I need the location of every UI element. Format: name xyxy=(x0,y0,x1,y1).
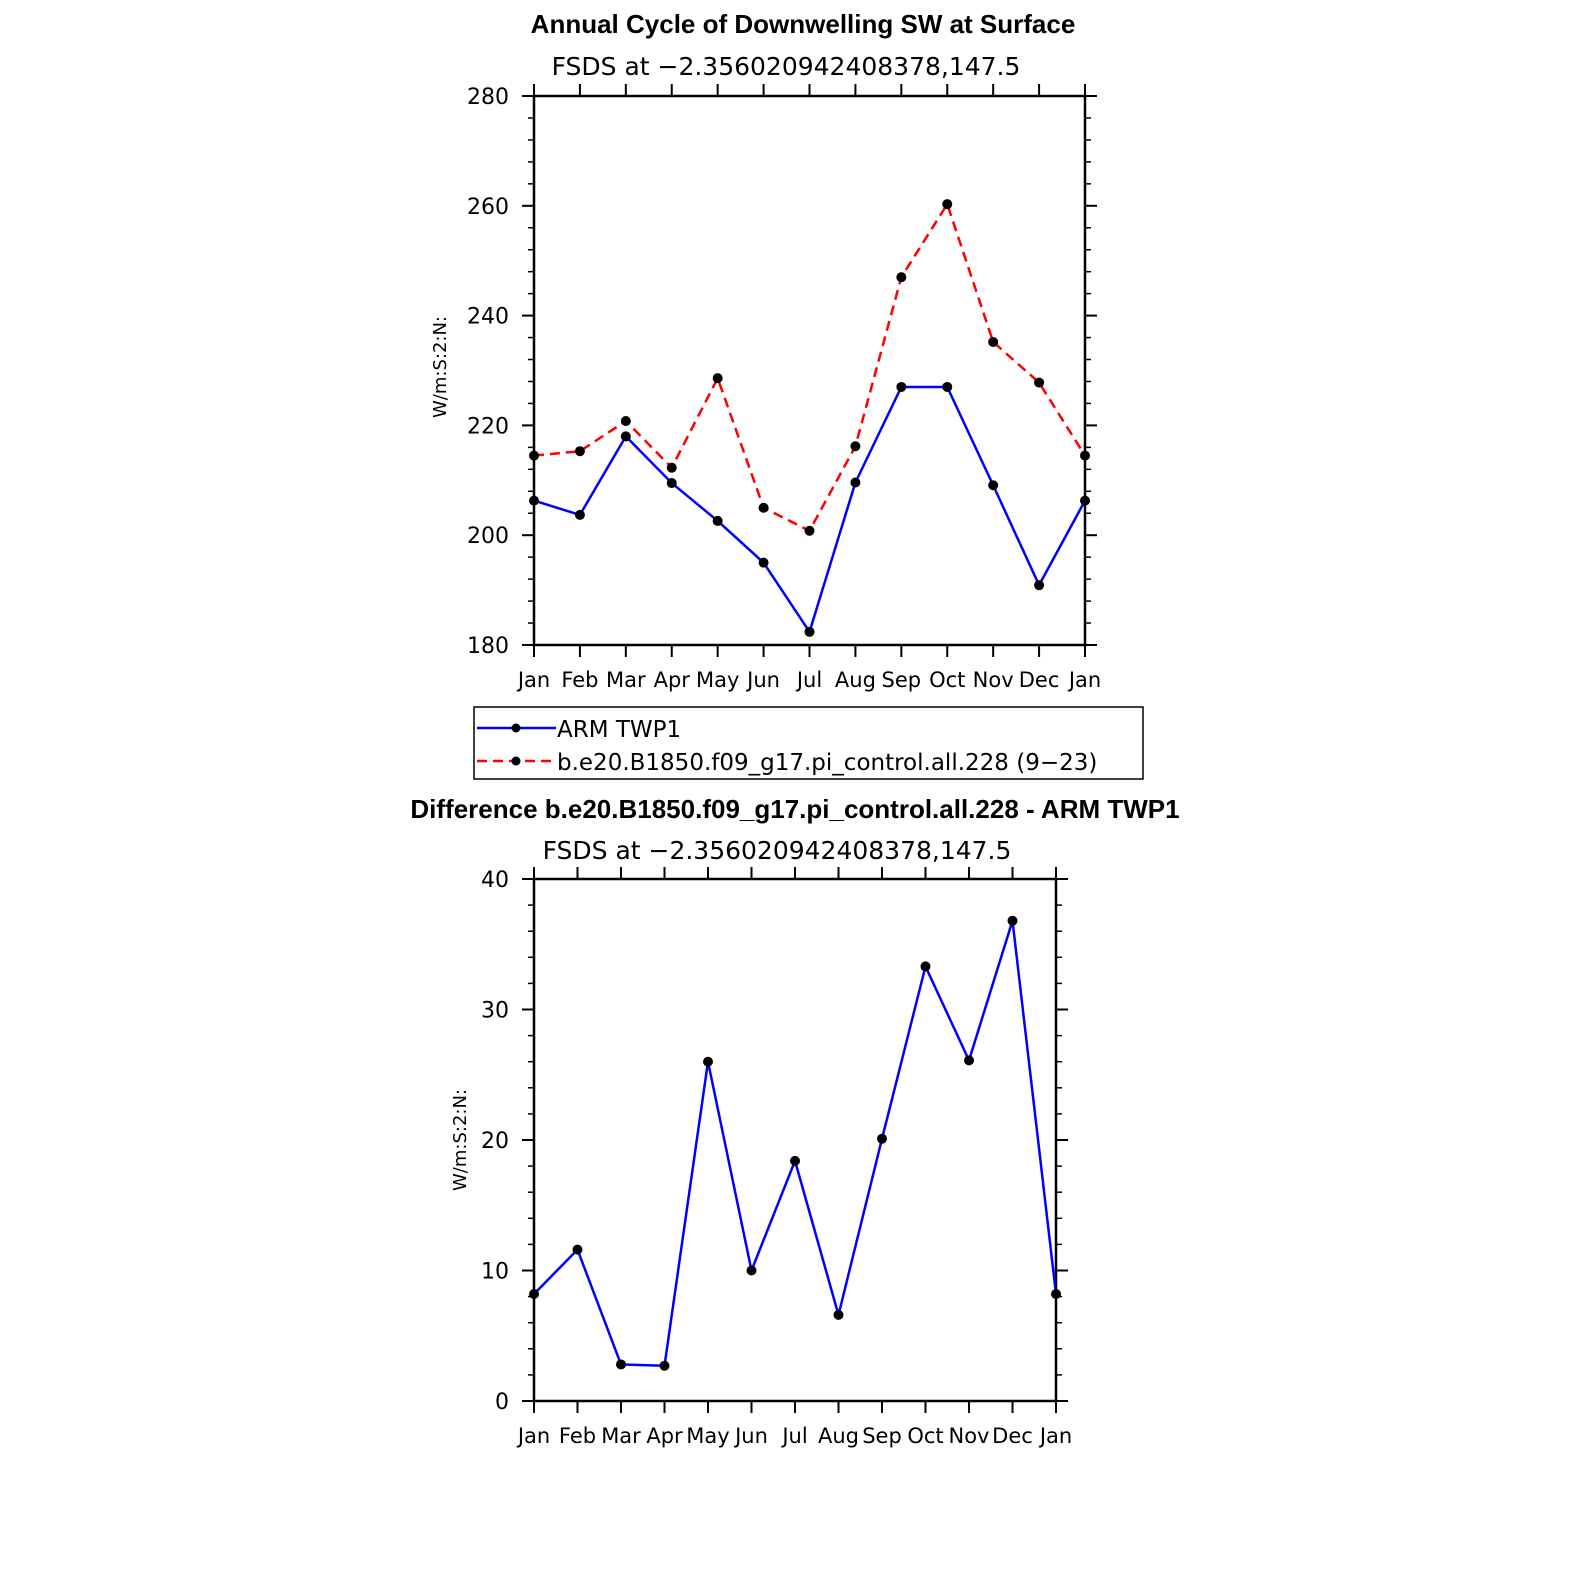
data-point-1 xyxy=(666,462,677,473)
y-axis-label: W/m:S:2:N: xyxy=(430,316,451,418)
y-tick-label: 240 xyxy=(467,305,509,330)
x-tick-label: Aug xyxy=(835,668,876,692)
data-point-0 xyxy=(1080,495,1090,506)
legend-label-model: b.e20.B1850.f09_g17.pi_control.all.228 (… xyxy=(557,750,1097,776)
y-tick-label: 40 xyxy=(481,868,509,893)
data-point-0 xyxy=(1007,915,1018,926)
data-point-0 xyxy=(833,1309,844,1320)
x-tick-label: Oct xyxy=(929,668,965,692)
x-tick-label: Oct xyxy=(907,1424,943,1448)
y-tick-label: 0 xyxy=(495,1390,509,1415)
data-point-1 xyxy=(1034,377,1045,388)
data-point-0 xyxy=(1051,1288,1061,1299)
x-tick-label: May xyxy=(686,1424,729,1448)
data-point-1 xyxy=(620,416,631,427)
data-point-0 xyxy=(850,477,861,488)
data-point-0 xyxy=(666,478,677,489)
annual-cycle-chart: Annual Cycle of Downwelling SW at Surfac… xyxy=(430,9,1144,780)
data-point-0 xyxy=(988,480,999,491)
x-tick-label: May xyxy=(696,668,739,692)
data-point-0 xyxy=(804,626,815,637)
plot-area: 0 10 20 30 40 Jan Feb Mar Apr May Jun Jul Aug Sep Oct N… xyxy=(481,867,1072,1448)
x-tick-label: Apr xyxy=(654,668,691,692)
y-axis-label: W/m:S:2:N: xyxy=(450,1089,471,1191)
plot-frame xyxy=(532,877,1058,1403)
y-tick-label: 30 xyxy=(481,999,509,1024)
series-line-0 xyxy=(533,919,1058,1368)
y-tick-label: 260 xyxy=(467,195,509,220)
data-point-0 xyxy=(942,381,953,392)
data-point-0 xyxy=(529,495,539,506)
data-point-1 xyxy=(712,373,723,384)
data-point-0 xyxy=(616,1359,626,1370)
x-tick-label: Feb xyxy=(561,668,598,692)
x-tick-label: Feb xyxy=(559,1424,596,1448)
legend-marker-model xyxy=(511,756,521,766)
data-point-1 xyxy=(804,525,815,536)
data-point-0 xyxy=(896,381,907,392)
data-point-0 xyxy=(1034,580,1045,591)
data-point-1 xyxy=(529,450,539,461)
x-tick-label: Jul xyxy=(780,1424,807,1448)
x-tick-label: Sep xyxy=(862,1424,902,1448)
data-point-1 xyxy=(758,502,769,513)
plot-area: 180 200 220 240 260 280 Jan Feb Mar Apr May Jun Jul A… xyxy=(467,84,1101,692)
data-point-0 xyxy=(920,961,931,972)
x-tick-label: Dec xyxy=(1019,668,1060,692)
y-tick-label: 200 xyxy=(467,524,509,549)
data-point-0 xyxy=(712,515,723,526)
legend-box xyxy=(473,706,1144,780)
data-point-0 xyxy=(574,509,585,520)
data-point-0 xyxy=(572,1244,583,1255)
x-tick-label: Apr xyxy=(646,1424,683,1448)
chart-title: Difference b.e20.B1850.f09_g17.pi_contro… xyxy=(410,794,1179,824)
chart-title: Annual Cycle of Downwelling SW at Surfac… xyxy=(531,9,1076,39)
x-tick-label: Dec xyxy=(992,1424,1033,1448)
x-tick-label: Jan xyxy=(516,1424,550,1448)
y-tick-label: 180 xyxy=(467,634,509,659)
data-point-1 xyxy=(988,336,999,347)
x-tick-label: Sep xyxy=(882,668,922,692)
data-point-0 xyxy=(746,1265,757,1276)
legend-marker-arm-twp1 xyxy=(511,723,521,733)
x-tick-label: Nov xyxy=(973,668,1014,692)
data-point-1 xyxy=(574,446,585,457)
x-tick-label: Jan xyxy=(1038,1424,1072,1448)
x-tick-label: Nov xyxy=(949,1424,990,1448)
chart-subtitle: FSDS at −2.356020942408378,147.5 xyxy=(543,836,1012,865)
data-point-0 xyxy=(703,1056,713,1067)
x-tick-label: Mar xyxy=(601,1424,641,1448)
series-line-1 xyxy=(533,202,1087,533)
difference-chart: Difference b.e20.B1850.f09_g17.pi_contro… xyxy=(410,794,1179,1448)
data-point-1 xyxy=(1080,450,1090,461)
x-tick-label: Jun xyxy=(745,668,780,692)
x-tick-label: Mar xyxy=(606,668,646,692)
data-point-0 xyxy=(758,557,769,568)
data-point-1 xyxy=(942,199,953,210)
y-tick-label: 10 xyxy=(481,1260,509,1285)
data-point-0 xyxy=(529,1288,539,1299)
data-point-0 xyxy=(964,1055,974,1066)
x-tick-label: Jun xyxy=(733,1424,768,1448)
x-tick-label: Jan xyxy=(1067,668,1101,692)
y-tick-label: 220 xyxy=(467,414,509,439)
y-tick-label: 20 xyxy=(481,1129,509,1154)
data-point-1 xyxy=(896,272,907,283)
data-point-1 xyxy=(850,441,861,452)
data-point-0 xyxy=(659,1360,670,1371)
x-tick-label: Aug xyxy=(818,1424,859,1448)
x-tick-label: Jul xyxy=(795,668,822,692)
legend: ARM TWP1 b.e20.B1850.f09_g17.pi_control.… xyxy=(473,706,1144,780)
y-tick-label: 280 xyxy=(467,85,509,110)
series-line-0 xyxy=(533,385,1087,634)
x-tick-label: Jan xyxy=(516,668,550,692)
data-point-0 xyxy=(620,431,631,442)
chart-subtitle: FSDS at −2.356020942408378,147.5 xyxy=(552,52,1021,81)
plot-frame xyxy=(532,94,1087,647)
data-point-0 xyxy=(790,1155,800,1166)
data-point-0 xyxy=(877,1133,887,1144)
legend-label-arm-twp1: ARM TWP1 xyxy=(557,717,681,743)
